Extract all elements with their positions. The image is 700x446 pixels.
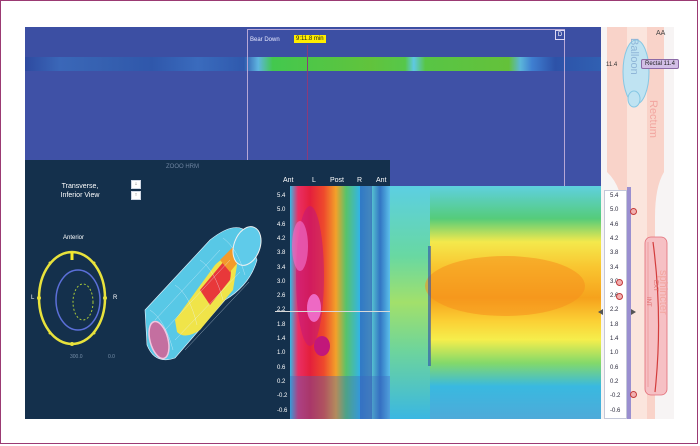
position-scale-label: 0.2 xyxy=(610,378,619,385)
col-l: L xyxy=(312,177,316,184)
left-label: L xyxy=(31,295,35,301)
heatmap-y-label: 0.2 xyxy=(277,378,286,385)
scale-end-label: 0.0 xyxy=(108,354,115,360)
reference-line xyxy=(275,311,390,312)
corner-label: AA xyxy=(656,30,666,37)
circumferential-heatmap[interactable] xyxy=(290,186,390,419)
heatmap-y-label: 5.0 xyxy=(277,207,286,214)
position-scale-label: 3.8 xyxy=(610,250,619,257)
col-ant-2: Ant xyxy=(376,177,387,184)
transverse-ring xyxy=(37,250,107,346)
position-scale-label: 2.2 xyxy=(610,307,619,314)
heatmap-y-label: -0.2 xyxy=(277,393,288,400)
anatomy-diagram xyxy=(607,27,668,419)
pressure-overview-stripe[interactable] xyxy=(25,57,601,71)
rectal-value-left: 11.4 xyxy=(606,62,618,68)
position-scale-label: 2.6 xyxy=(610,293,619,300)
pointer-left-icon[interactable] xyxy=(598,309,603,315)
heatmap-y-label: 2.6 xyxy=(277,293,286,300)
pressure-time-heatmap[interactable] xyxy=(390,186,601,419)
heatmap-y-label: 3.4 xyxy=(277,264,286,271)
heatmap-y-axis xyxy=(275,186,290,419)
position-scale-label: 3.0 xyxy=(610,278,619,285)
position-scale-label: -0.6 xyxy=(610,407,621,414)
position-scale-label: 1.4 xyxy=(610,336,619,342)
heatmap-y-label: 4.6 xyxy=(277,221,286,228)
heatmap-y-label: 3.8 xyxy=(277,250,286,257)
position-scale-label: 4.2 xyxy=(610,235,619,242)
toggle-down-icon[interactable]: ↓ xyxy=(131,180,141,189)
heatmap-y-label: 1.8 xyxy=(277,321,286,328)
time-badge: 9:11.8 min xyxy=(294,35,326,43)
heatmap-y-label: 0.6 xyxy=(277,364,286,371)
position-scale-label: 5.0 xyxy=(610,207,619,214)
rectum-label: Rectum xyxy=(647,100,659,138)
int-label: INT xyxy=(645,297,651,307)
heatmap-y-label: 5.4 xyxy=(277,193,286,199)
balloon-label: Balloon xyxy=(628,38,640,75)
rectal-badge[interactable]: Rectal 11.4 xyxy=(641,59,679,69)
heatmap-y-label: 1.4 xyxy=(277,336,286,342)
sphincter-tube xyxy=(144,226,262,361)
right-label: R xyxy=(113,295,118,301)
position-scale-label: 4.6 xyxy=(610,221,619,228)
pointer-right-icon[interactable] xyxy=(631,309,636,315)
sensor-marker-2[interactable] xyxy=(616,293,623,300)
position-scale xyxy=(604,190,627,419)
scale-start-label: 300.0 xyxy=(70,354,83,360)
heatmap-y-label: 1.0 xyxy=(277,350,286,357)
col-r: R xyxy=(357,177,363,184)
close-icon[interactable]: D xyxy=(555,30,565,40)
event-label: Bear Down xyxy=(250,37,280,43)
position-scale-label: -0.2 xyxy=(610,393,621,400)
ext-label: EXT xyxy=(652,280,658,292)
heatmap-y-label: 4.2 xyxy=(277,235,286,242)
heatmap-y-label: 3.0 xyxy=(277,278,286,285)
sphincter-label: sphincter xyxy=(657,270,669,315)
position-scale-label: 1.0 xyxy=(610,350,619,357)
sensor-marker-top[interactable] xyxy=(630,208,637,215)
view-title: Transverse, Inferior View xyxy=(60,183,100,199)
heatmap-y-label: -0.6 xyxy=(277,407,288,414)
heatmap-y-label: 2.2 xyxy=(277,307,285,313)
position-scale-label: 0.6 xyxy=(610,364,619,371)
hrm-label: ZOOO HRM xyxy=(166,164,199,170)
anterior-label: Anterior xyxy=(63,235,85,241)
sphincter-3d-graphic xyxy=(37,226,262,361)
position-scale-label: 5.4 xyxy=(610,193,619,199)
sensor-marker-bottom[interactable] xyxy=(630,391,637,398)
col-ant-1: Ant xyxy=(283,177,294,184)
toggle-up-icon[interactable]: ↑ xyxy=(131,191,141,200)
position-scale-label: 1.8 xyxy=(610,321,619,328)
col-post: Post xyxy=(330,177,345,184)
heatmap-header xyxy=(275,172,390,186)
sensor-marker-1[interactable] xyxy=(616,279,623,286)
position-scale-label: 3.4 xyxy=(610,264,619,271)
